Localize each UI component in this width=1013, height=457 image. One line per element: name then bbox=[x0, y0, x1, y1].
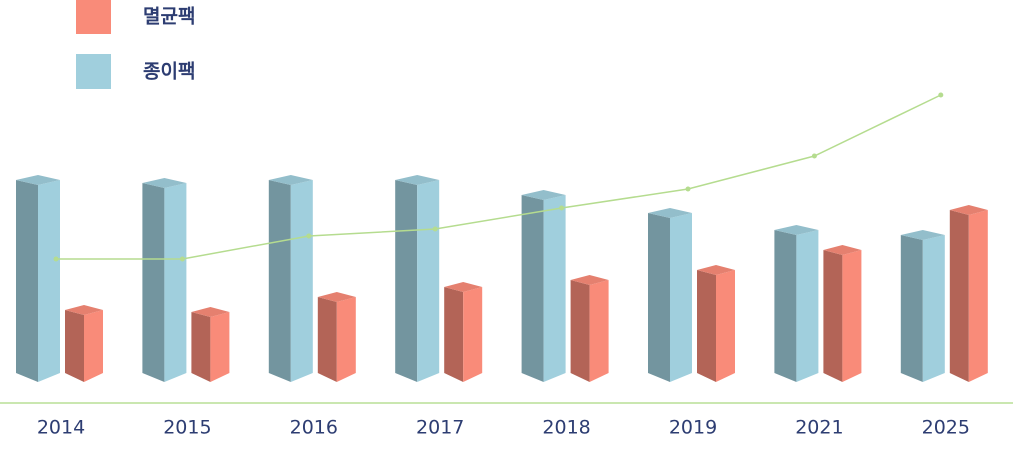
line-point bbox=[685, 186, 691, 192]
x-tick-label: 2025 bbox=[922, 417, 970, 439]
bar-right-face bbox=[589, 280, 609, 382]
bar-left-face bbox=[142, 183, 165, 382]
bar-right-face bbox=[290, 180, 313, 382]
bar-top-face bbox=[900, 230, 945, 240]
bar-top-face bbox=[395, 175, 440, 185]
line bbox=[56, 94, 942, 260]
x-tick-label: 2017 bbox=[416, 417, 464, 439]
bar-top-face bbox=[648, 208, 692, 218]
bar bbox=[444, 282, 483, 382]
bar-left-face bbox=[949, 210, 969, 382]
bar-right-face bbox=[336, 297, 356, 382]
bar-left-face bbox=[823, 250, 843, 382]
bar-left-face bbox=[900, 235, 923, 382]
bar-top-face bbox=[191, 307, 230, 317]
bar-left-face bbox=[697, 270, 716, 382]
bar-top-face bbox=[697, 265, 735, 275]
bar-left-face bbox=[268, 180, 291, 382]
bar-left-face bbox=[521, 195, 544, 382]
line-point bbox=[53, 256, 59, 262]
line-point bbox=[306, 233, 312, 239]
bar-left-face bbox=[16, 180, 38, 382]
legend-label: 멸균팩 bbox=[143, 6, 195, 28]
bar-left-face bbox=[65, 310, 84, 382]
bar bbox=[191, 307, 230, 382]
x-tick-label: 2021 bbox=[795, 417, 843, 439]
bar-right-face bbox=[417, 180, 440, 382]
bar-right-face bbox=[463, 287, 483, 382]
bar-right-face bbox=[968, 210, 988, 382]
bar-left-face bbox=[570, 280, 590, 382]
bar bbox=[65, 305, 103, 382]
bar bbox=[949, 205, 988, 382]
bar-right-face bbox=[210, 312, 230, 382]
x-tick-label: 2019 bbox=[669, 417, 717, 439]
bar-top-face bbox=[16, 175, 60, 185]
bar-right-face bbox=[842, 250, 862, 382]
bar-left-face bbox=[648, 213, 670, 382]
bar bbox=[648, 208, 692, 382]
x-tick-label: 2018 bbox=[542, 417, 590, 439]
bar-top-face bbox=[444, 282, 483, 292]
bar-top-face bbox=[65, 305, 103, 315]
bar bbox=[900, 230, 945, 382]
bar-top-face bbox=[317, 292, 356, 302]
bar bbox=[16, 175, 60, 382]
bar-left-face bbox=[317, 297, 337, 382]
bar-left-face bbox=[395, 180, 418, 382]
bar bbox=[317, 292, 356, 382]
x-tick-label: 2014 bbox=[37, 417, 85, 439]
bar-top-face bbox=[823, 245, 862, 255]
line-point bbox=[432, 226, 438, 232]
bar-top-face bbox=[774, 225, 819, 235]
bar-left-face bbox=[191, 312, 211, 382]
bar-top-face bbox=[521, 190, 566, 200]
bar bbox=[823, 245, 862, 382]
legend-swatch bbox=[76, 54, 111, 89]
line-point bbox=[938, 92, 944, 98]
bar-top-face bbox=[949, 205, 988, 215]
bar-top-face bbox=[142, 178, 187, 188]
bar-right-face bbox=[796, 230, 819, 382]
bar bbox=[395, 175, 440, 382]
legend-label: 종이팩 bbox=[143, 61, 195, 83]
bar-right-face bbox=[84, 310, 103, 382]
bar-top-face bbox=[268, 175, 313, 185]
bar bbox=[268, 175, 313, 382]
x-tick-label: 2015 bbox=[163, 417, 211, 439]
bar-right-face bbox=[670, 213, 692, 382]
bar bbox=[570, 275, 609, 382]
bar bbox=[142, 178, 187, 382]
line-point bbox=[811, 153, 817, 159]
legend-swatch bbox=[76, 0, 111, 34]
bar-right-face bbox=[922, 235, 945, 382]
bar bbox=[697, 265, 735, 382]
bar-top-face bbox=[570, 275, 609, 285]
bar-left-face bbox=[774, 230, 797, 382]
bar-right-face bbox=[716, 270, 735, 382]
bar bbox=[521, 190, 566, 382]
line-point bbox=[179, 256, 185, 262]
line-point bbox=[559, 205, 565, 211]
bar-right-face bbox=[38, 180, 60, 382]
bar bbox=[774, 225, 819, 382]
bar-right-face bbox=[164, 183, 187, 382]
x-tick-label: 2016 bbox=[290, 417, 338, 439]
bar-left-face bbox=[444, 287, 464, 382]
bar-right-face bbox=[543, 195, 566, 382]
